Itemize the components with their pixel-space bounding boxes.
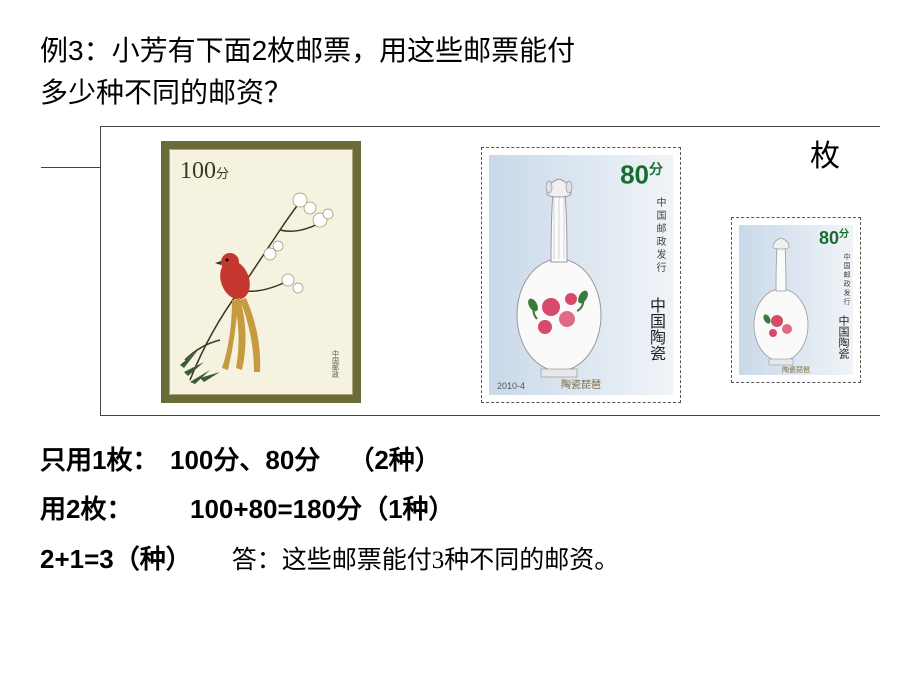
stamp-80fen-small: 80分 中国邮政发行 中国陶瓷 陶瓷琵琶: [731, 217, 861, 383]
problem-statement: 例3：小芳有下面2枚邮票，用这些邮票能付 多少种不同的邮资？: [40, 30, 880, 114]
stamp-80fen-large: 80分 中国邮政发行 中国陶瓷 2010-4 陶瓷琵琶: [481, 147, 681, 403]
solution-final: 2+1=3（种） 答：这些邮票能付3种不同的邮资。: [40, 535, 880, 585]
extra-char: 枚: [810, 131, 840, 175]
stamp-80fen-art: [481, 147, 681, 403]
stamp-100fen: 100分: [161, 141, 361, 403]
row2-label: 用2枚：: [40, 485, 170, 534]
row1-label: 只用1枚：: [40, 436, 170, 485]
stamp-100fen-inner: 100分: [169, 149, 353, 395]
final-answer: 答：这些邮票能付3种不同的邮资。: [232, 537, 620, 585]
stamp-80fen-caption: 陶瓷琵琶: [481, 376, 681, 391]
stamp-80fen-small-art: [731, 217, 861, 383]
row2-count: （1种）: [362, 485, 454, 534]
row1-count: （2种）: [348, 436, 440, 485]
problem-line-2: 多少种不同的邮资？: [40, 77, 292, 108]
row2-value: 100+80=180分: [190, 485, 362, 534]
divider-line: [41, 167, 101, 168]
solution-area: 只用1枚： 100分、80分 （2种） 用2枚： 100+80=180分 （1种…: [40, 436, 880, 584]
stamp-container: 枚 100分: [100, 126, 880, 416]
total: 2+1=3（种）: [40, 535, 192, 584]
stamp-100fen-art: 中国邮政: [170, 150, 354, 394]
solution-row-1: 只用1枚： 100分、80分 （2种）: [40, 436, 880, 485]
solution-row-2: 用2枚： 100+80=180分 （1种）: [40, 485, 880, 534]
svg-text:中国邮政: 中国邮政: [332, 349, 340, 379]
row1-value: 100分、80分: [170, 436, 320, 485]
problem-line-1: 例3：小芳有下面2枚邮票，用这些邮票能付: [40, 35, 575, 66]
